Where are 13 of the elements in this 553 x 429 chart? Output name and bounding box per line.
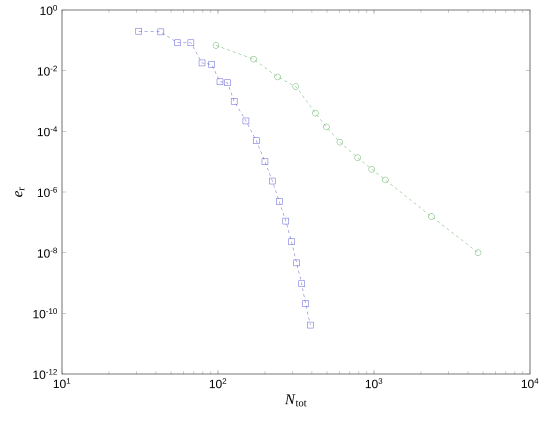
x-tick-label: 10$^{2}$ xyxy=(210,378,226,388)
x-tick-label: 10$^{1}$ xyxy=(54,378,70,388)
x-tick-label: 10$^{3}$ xyxy=(366,378,382,388)
y-tick-label: 10$^{-4}$ xyxy=(38,126,58,136)
y-axis-title: e$_{r}$ xyxy=(15,187,24,197)
y-tick-label: 10$^{-10}$ xyxy=(33,308,58,318)
y-tick-label: 10$^{-2}$ xyxy=(38,66,57,76)
y-tick-label: 10$^{-6}$ xyxy=(38,186,57,198)
y-tick-label: 10$^{0}$ xyxy=(40,4,58,15)
y-tick-label: 10$^{-12}$ xyxy=(33,368,57,380)
x-axis-title: N$_{tot}$ xyxy=(284,394,307,406)
x-tick-label: 10$^{4}$ xyxy=(522,378,538,388)
y-tick-label: 10$^{-8}$ xyxy=(38,248,57,258)
